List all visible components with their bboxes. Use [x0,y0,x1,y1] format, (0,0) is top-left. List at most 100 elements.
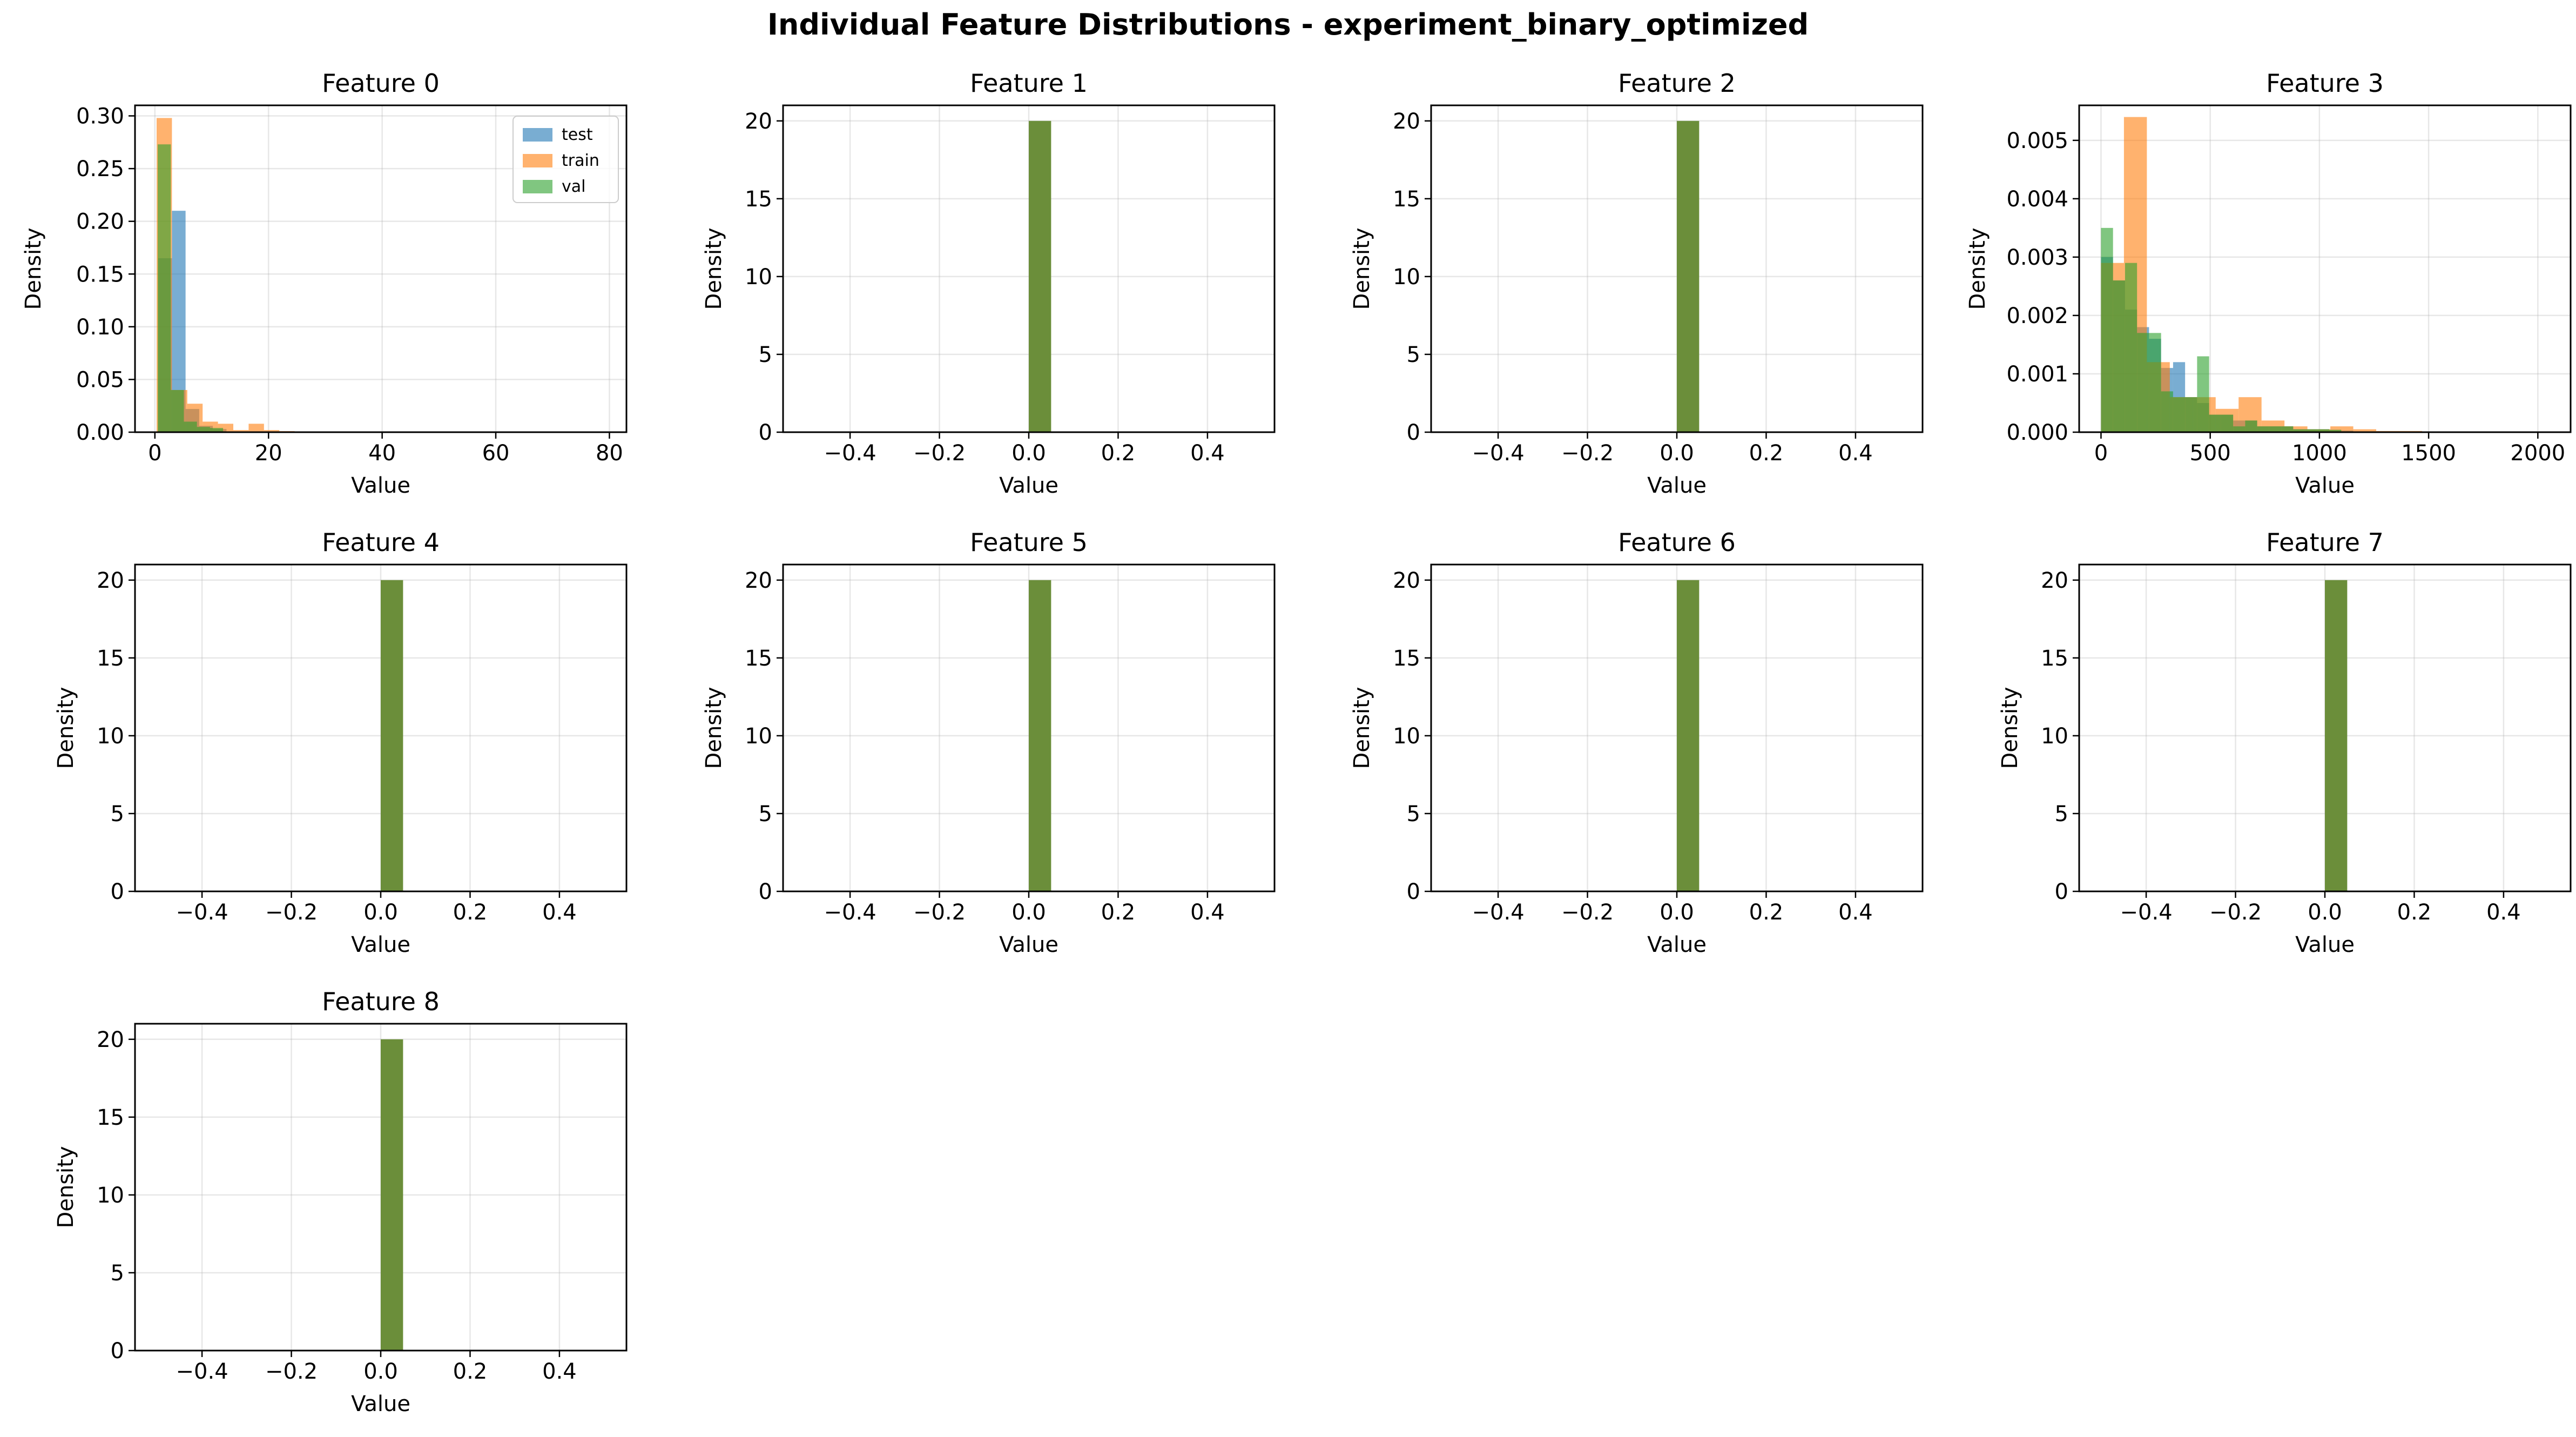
bar-val [2149,333,2161,432]
y-tick-label: 0.003 [2006,245,2068,270]
bar-val [2221,414,2234,432]
y-axis-label: Density [53,687,78,769]
y-tick-label: 5 [759,343,772,367]
bar-val [2161,391,2173,432]
legend-label-test: test [562,125,593,144]
bar-val [2293,429,2305,432]
bar-val [2125,263,2137,432]
x-tick-label: −0.2 [265,1359,318,1384]
x-axis-label: Value [1647,473,1707,498]
y-axis-label: Density [1998,687,2022,769]
bar-train [233,430,249,432]
bar-val [2197,356,2209,432]
y-tick-label: 20 [1393,568,1420,593]
x-tick-label: 0.4 [1190,441,1225,466]
x-tick-label: 0.4 [2486,900,2521,925]
bar-overlap [2325,580,2348,891]
y-tick-label: 0.002 [2006,304,2068,328]
legend: test train val [512,116,619,203]
x-tick-label: 0.0 [363,900,398,925]
x-tick-label: 0.4 [1190,900,1225,925]
bars-group [1677,120,1700,432]
bars-group [1029,120,1051,432]
bar-val [2209,414,2221,432]
x-tick-label: 0.0 [1660,441,1694,466]
subplot-title: Feature 6 [1618,528,1736,557]
subplot-title: Feature 4 [322,528,440,557]
subplot-title: Feature 1 [970,69,1088,98]
bar-val [2281,426,2294,432]
x-tick-label: 0.0 [2308,900,2342,925]
subplot-title: Feature 5 [970,528,1088,557]
subplot-title: Feature 7 [2266,528,2384,557]
y-tick-label: 5 [111,1261,124,1286]
y-tick-label: 20 [745,568,772,593]
subplot-feature-7: −0.4 −0.2 0.0 0.2 0.4 0 5 10 15 20 Feature 7 Value D… [1998,528,2572,957]
y-tick-label: 0 [759,420,772,445]
y-axis-label: Density [1965,227,1990,310]
subplot-feature-8: −0.4 −0.2 0.0 0.2 0.4 0 5 10 15 20 Feature 8 Value D… [53,987,628,1416]
x-tick-label: 0.0 [1011,900,1046,925]
y-tick-label: 0 [1407,879,1420,904]
subplot-title: Feature 0 [322,69,440,98]
bars-group [381,1039,403,1351]
bar-val [197,427,210,432]
y-tick-label: 10 [97,1183,124,1208]
bars-group [2325,580,2348,891]
bar-overlap [1029,580,1051,891]
bar-val [210,428,224,432]
x-tick-label: −0.4 [824,900,876,925]
y-tick-label: 15 [1393,646,1420,671]
y-tick-label: 10 [745,724,772,749]
y-tick-label: 10 [1393,724,1420,749]
y-tick-label: 0.25 [76,157,124,182]
figure-title: Individual Feature Distributions - exper… [767,8,1809,42]
x-tick-label: −0.2 [913,900,966,925]
bar-overlap [381,580,403,891]
x-tick-label: −0.4 [1472,441,1525,466]
bar-train [2353,429,2377,432]
x-tick-label: 60 [482,441,510,466]
y-tick-label: 0.20 [76,210,124,234]
x-axis-label: Value [2295,932,2355,957]
y-tick-label: 0.15 [76,262,124,287]
y-axis-label: Density [702,687,726,769]
x-tick-label: −0.4 [176,1359,228,1384]
y-tick-label: 20 [745,109,772,134]
y-tick-label: 0 [111,879,124,904]
x-tick-label: 0.0 [1011,441,1046,466]
bar-val [2257,426,2269,432]
subplot-feature-3: 0 500 1000 1500 2000 0.000 0.001 0.002 0.003 0.00… [1965,69,2572,498]
bar-overlap [1677,120,1700,432]
bar-val [2305,429,2317,432]
y-tick-label: 5 [759,802,772,827]
y-tick-label: 10 [745,265,772,290]
y-tick-label: 0.05 [76,367,124,392]
x-tick-label: 0.4 [542,1359,577,1384]
bars-group [1029,580,1051,891]
bars-group [1677,580,1700,891]
y-tick-label: 0.10 [76,315,124,340]
y-axis-label: Density [1350,227,1374,310]
y-tick-label: 15 [745,646,772,671]
x-tick-label: −0.2 [1561,441,1614,466]
x-tick-label: 2000 [2510,441,2565,466]
bar-train [248,424,264,432]
x-axis-label: Value [999,473,1058,498]
x-tick-label: 500 [2189,441,2230,466]
subplot-feature-2: −0.4 −0.2 0.0 0.2 0.4 0 5 10 15 20 Feature 2 Value D… [1350,69,1924,498]
x-tick-label: −0.4 [176,900,228,925]
bars-group [381,580,403,891]
axes-frame [2078,104,2572,433]
y-axis-label: Density [1350,687,1374,769]
x-tick-label: −0.4 [824,441,876,466]
bar-train [2330,426,2354,432]
x-tick-label: 0.0 [363,1359,398,1384]
y-tick-label: 5 [1407,343,1420,367]
y-tick-label: 0 [759,879,772,904]
y-tick-label: 0 [111,1339,124,1364]
bar-val [2245,420,2257,432]
y-tick-label: 10 [97,724,124,749]
x-tick-label: 0 [2094,441,2108,466]
x-tick-label: −0.4 [1472,900,1525,925]
